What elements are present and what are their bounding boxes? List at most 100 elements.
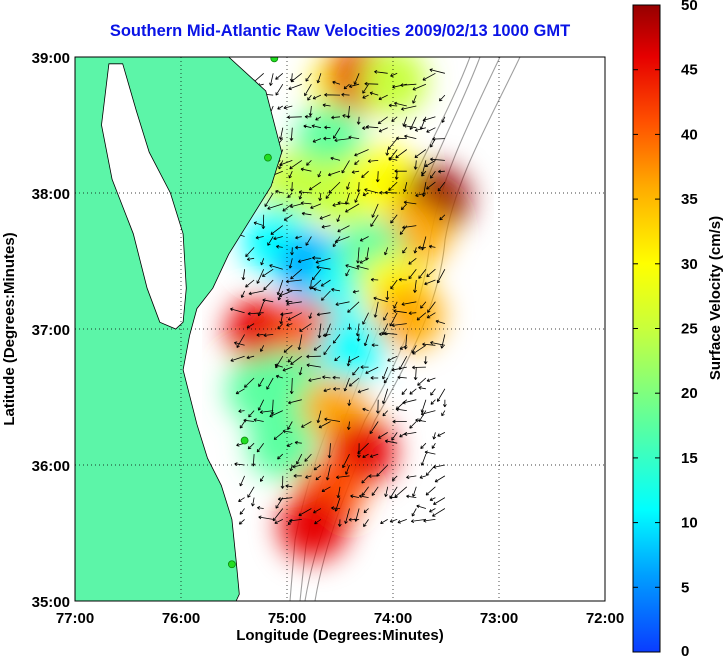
velocity-arrow xyxy=(370,214,379,227)
velocity-arrow xyxy=(277,453,284,460)
velocity-arrow xyxy=(314,519,322,525)
velocity-arrow xyxy=(348,83,360,88)
velocity-arrow xyxy=(375,399,380,414)
velocity-arrow xyxy=(260,258,265,266)
velocity-arrow xyxy=(332,334,341,344)
velocity-arrow xyxy=(337,201,350,205)
velocity-arrow xyxy=(324,92,341,97)
velocity-arrow xyxy=(403,200,417,205)
velocity-arrow xyxy=(324,323,331,337)
velocity-arrow xyxy=(421,236,427,251)
velocity-arrow xyxy=(416,312,427,321)
velocity-arrow xyxy=(404,432,417,436)
velocity-arrow xyxy=(426,377,436,382)
velocity-arrow xyxy=(257,506,264,510)
velocity-arrow xyxy=(238,519,245,525)
velocity-arrow xyxy=(247,486,255,498)
velocity-arrow xyxy=(430,399,436,405)
velocity-arrow xyxy=(433,464,445,469)
velocity-arrow xyxy=(378,94,388,101)
velocity-patch xyxy=(247,410,316,479)
velocity-arrow xyxy=(406,475,417,479)
velocity-arrow xyxy=(264,192,274,207)
velocity-arrow xyxy=(336,486,341,499)
velocity-arrow xyxy=(317,171,322,178)
velocity-arrow xyxy=(435,319,446,324)
velocity-arrow xyxy=(305,236,312,246)
velocity-arrow xyxy=(345,264,360,270)
velocity-arrow xyxy=(325,464,331,481)
velocity-arrow xyxy=(275,497,284,509)
velocity-arrow xyxy=(331,115,341,120)
velocity-arrow xyxy=(311,124,321,129)
velocity-arrow xyxy=(384,247,389,256)
velocity-arrow xyxy=(279,127,284,140)
velocity-arrow xyxy=(346,105,351,119)
velocity-arrow xyxy=(306,363,321,368)
velocity-arrow xyxy=(343,377,350,392)
velocity-arrow xyxy=(305,73,312,82)
velocity-arrow xyxy=(400,203,408,211)
velocity-arrow xyxy=(337,519,342,527)
velocity-arrow xyxy=(290,268,303,280)
velocity-arrow xyxy=(333,127,341,139)
colorbar-tick-label: 20 xyxy=(681,385,698,402)
x-tick-label: 74:00 xyxy=(374,610,412,627)
velocity-patch xyxy=(279,492,348,561)
velocity-arrow xyxy=(432,432,437,440)
velocity-arrow xyxy=(261,268,274,277)
velocity-arrow xyxy=(324,125,331,130)
velocity-arrow xyxy=(388,149,398,161)
velocity-arrow xyxy=(306,160,312,166)
velocity-arrow xyxy=(290,355,303,365)
velocity-arrow xyxy=(288,258,293,269)
velocity-arrow xyxy=(323,136,331,141)
station-marker xyxy=(264,153,272,162)
velocity-arrow xyxy=(236,334,245,348)
velocity-arrow xyxy=(398,356,408,370)
velocity-arrow xyxy=(308,181,322,191)
velocity-arrow xyxy=(331,506,341,511)
velocity-arrow xyxy=(251,497,255,507)
velocity-patch xyxy=(316,315,385,384)
velocity-arrow xyxy=(437,388,446,402)
velocity-arrow xyxy=(297,334,303,351)
velocity-arrow xyxy=(292,464,302,469)
velocity-arrow xyxy=(409,421,417,429)
velocity-arrow xyxy=(439,94,446,102)
velocity-arrow xyxy=(395,136,407,141)
velocity-arrow xyxy=(310,279,322,290)
velocity-arrow xyxy=(315,257,331,264)
velocity-arrow xyxy=(248,290,264,296)
velocity-arrow xyxy=(316,410,322,424)
velocity-arrow xyxy=(356,264,369,270)
velocity-arrow xyxy=(279,160,293,167)
velocity-arrow xyxy=(414,149,427,158)
velocity-arrow xyxy=(429,497,436,501)
velocity-arrow xyxy=(266,377,274,390)
velocity-arrow xyxy=(403,182,408,193)
velocity-arrow xyxy=(420,410,436,416)
velocity-arrow xyxy=(370,277,379,282)
velocity-arrow xyxy=(420,453,427,466)
velocity-arrow xyxy=(276,244,283,249)
velocity-arrow xyxy=(273,432,284,440)
x-tick-label: 72:00 xyxy=(586,610,624,627)
colorbar-tick-label: 0 xyxy=(681,643,689,659)
velocity-arrow xyxy=(355,323,360,337)
velocity-arrow xyxy=(245,247,255,258)
velocity-arrow xyxy=(256,269,265,284)
velocity-arrow xyxy=(258,515,274,520)
velocity-arrow xyxy=(384,486,389,497)
x-tick-label: 77:00 xyxy=(56,610,94,627)
velocity-arrow xyxy=(354,149,369,157)
velocity-arrow xyxy=(296,453,303,465)
velocity-arrow xyxy=(286,442,293,447)
velocity-arrow xyxy=(420,399,427,413)
velocity-arrow xyxy=(400,83,417,88)
velocity-arrow xyxy=(377,432,388,439)
velocity-arrow xyxy=(393,301,398,309)
velocity-arrow xyxy=(341,160,350,174)
velocity-arrow xyxy=(437,181,446,192)
